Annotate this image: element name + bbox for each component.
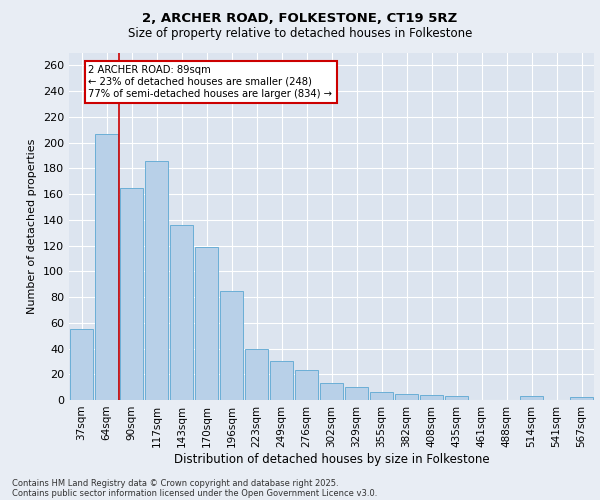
- Bar: [344, 387, 368, 400]
- Text: 2 ARCHER ROAD: 89sqm
← 23% of detached houses are smaller (248)
77% of semi-deta: 2 ARCHER ROAD: 89sqm ← 23% of detached h…: [89, 66, 332, 98]
- Bar: [395, 394, 418, 400]
- Bar: [119, 188, 143, 400]
- Bar: [70, 329, 94, 400]
- Bar: [320, 384, 343, 400]
- Text: Contains HM Land Registry data © Crown copyright and database right 2025.: Contains HM Land Registry data © Crown c…: [12, 478, 338, 488]
- Bar: [370, 392, 394, 400]
- Bar: [419, 395, 443, 400]
- Bar: [520, 396, 544, 400]
- Bar: [245, 348, 268, 400]
- Bar: [194, 247, 218, 400]
- Text: Contains public sector information licensed under the Open Government Licence v3: Contains public sector information licen…: [12, 488, 377, 498]
- Bar: [295, 370, 319, 400]
- Text: Size of property relative to detached houses in Folkestone: Size of property relative to detached ho…: [128, 26, 472, 40]
- Bar: [145, 160, 169, 400]
- Y-axis label: Number of detached properties: Number of detached properties: [28, 138, 37, 314]
- Bar: [220, 290, 244, 400]
- Bar: [95, 134, 118, 400]
- Bar: [445, 396, 469, 400]
- Bar: [269, 362, 293, 400]
- X-axis label: Distribution of detached houses by size in Folkestone: Distribution of detached houses by size …: [173, 452, 490, 466]
- Bar: [569, 398, 593, 400]
- Text: 2, ARCHER ROAD, FOLKESTONE, CT19 5RZ: 2, ARCHER ROAD, FOLKESTONE, CT19 5RZ: [142, 12, 458, 26]
- Bar: [170, 225, 193, 400]
